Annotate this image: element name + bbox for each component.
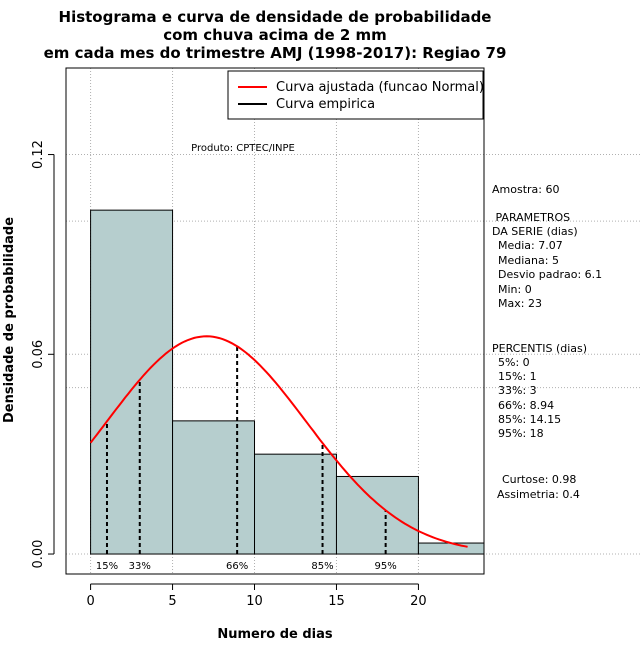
y-tick-label: 0.12 [31,140,46,169]
histogram-bar-4 [417,542,485,555]
percentile-labels: 15% 33% 66% 85% 95% [96,561,397,572]
product-annotation: Produto: CPTEC/INPE [191,143,295,154]
sample-size: Amostra: 60 [492,183,559,196]
y-tick-label: 0.06 [31,340,46,369]
legend-label-fitted: Curva ajustada (funcao Normal) [276,80,484,95]
x-tick-label: 5 [168,594,176,609]
legend-label-empirical: Curva empirica [276,97,375,112]
y-tick-label: 0.00 [31,540,46,569]
x-tick-label: 10 [246,594,263,609]
statistics-panel: Amostra: 60 PARAMETROS DA SERIE (dias) M… [492,183,602,501]
histogram-bar-3 [335,475,419,555]
percentile-label-85: 85% [311,561,333,572]
histogram-bar-2 [254,453,337,555]
x-tick-label: 0 [86,594,94,609]
title-line-1: Histograma e curva de densidade de proba… [59,8,492,26]
params-title-1: PARAMETROS [492,211,570,224]
percentile-33: 33%: 3 [498,384,537,397]
param-median: Mediana: 5 [498,254,559,267]
percentiles-title: PERCENTIS (dias) [492,342,587,355]
histogram-bar-1 [172,420,256,555]
histogram-bar-0 [90,209,174,555]
percentile-15: 15%: 1 [498,370,537,383]
skewness: Assimetria: 0.4 [497,488,580,501]
histogram-bars [90,209,485,555]
param-max: Max: 23 [498,297,542,310]
x-tick-label: 20 [410,594,427,609]
percentile-lines [105,346,387,555]
percentile-label-15: 15% [96,561,118,572]
y-axis: 0.00 0.06 0.12 [31,140,55,569]
percentile-5: 5%: 0 [498,356,530,369]
chart-title: Histograma e curva de densidade de proba… [44,8,507,62]
normal-curve [89,335,468,548]
legend-box [227,70,484,120]
y-axis-label: Densidade de probabilidade [2,217,17,423]
title-line-3: em cada mes do trimestre AMJ (1998-2017)… [44,44,507,62]
percentile-label-66: 66% [226,561,248,572]
percentile-95: 95%: 18 [498,427,544,440]
title-line-2: com chuva acima de 2 mm [163,26,387,44]
percentile-label-33: 33% [129,561,151,572]
legend: Curva ajustada (funcao Normal) Curva emp… [227,70,484,120]
params-title-2: DA SERIE (dias) [492,225,578,238]
percentile-label-95: 95% [375,561,397,572]
x-axis: 0 5 10 15 20 [86,583,427,609]
kurtosis: Curtose: 0.98 [502,473,576,486]
percentile-66: 66%: 8.94 [498,399,554,412]
param-mean: Media: 7.07 [498,239,563,252]
x-axis-label: Numero de dias [217,627,333,642]
percentile-85: 85%: 14.15 [498,413,561,426]
param-min: Min: 0 [498,283,532,296]
plot-frame [65,67,485,575]
param-stdev: Desvio padrao: 6.1 [498,268,602,281]
x-tick-label: 15 [328,594,345,609]
